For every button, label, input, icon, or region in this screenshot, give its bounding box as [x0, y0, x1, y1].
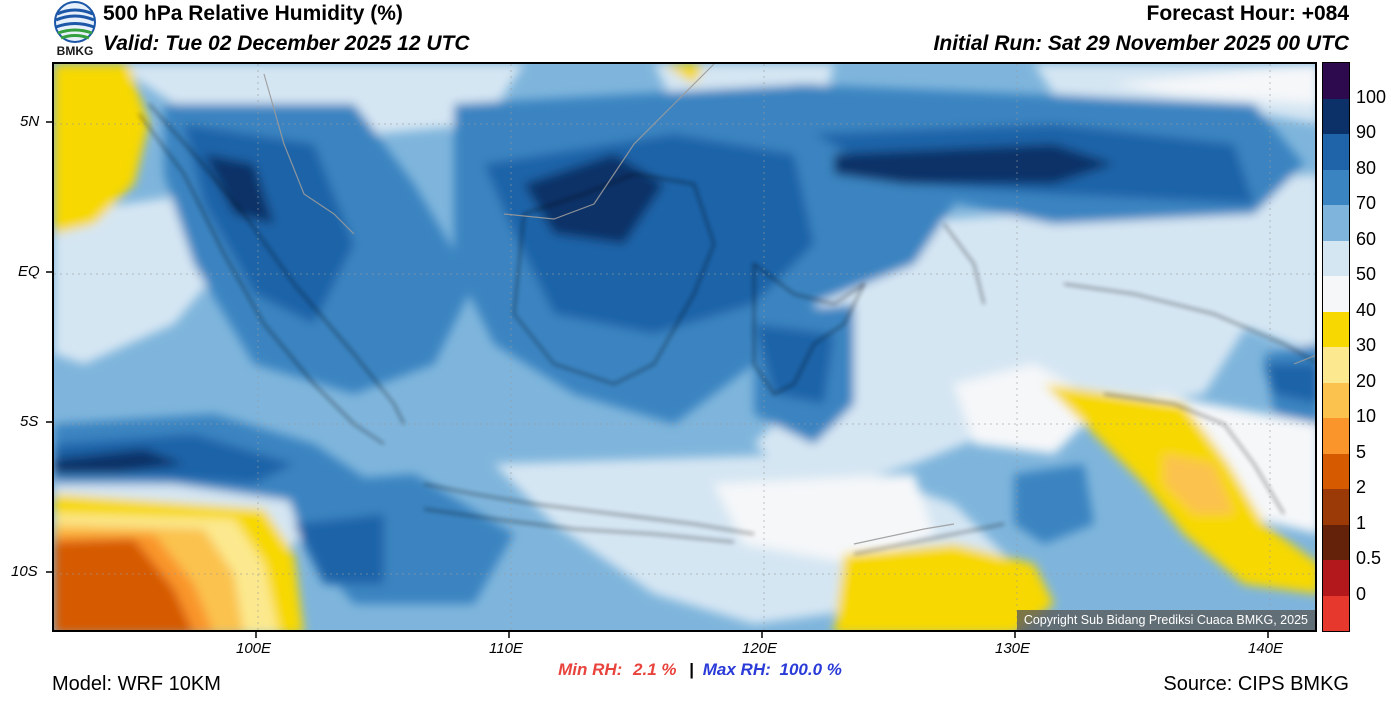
colorbar-segment: [1323, 169, 1349, 205]
lon-label-100e: 100E: [236, 640, 272, 657]
source-label: Source: CIPS BMKG: [1163, 673, 1349, 695]
colorbar-segment: [1323, 311, 1349, 347]
colorbar-label: 0: [1356, 583, 1367, 604]
colorbar-label: 80: [1356, 157, 1377, 178]
initial-run: Initial Run: Sat 29 November 2025 00 UTC: [933, 32, 1349, 55]
humidity-map: Copyright Sub Bidang Prediksi Cuaca BMKG…: [52, 62, 1317, 632]
colorbar-label: 50: [1356, 264, 1377, 284]
lat-label-10s: 10S: [11, 563, 38, 580]
colorbar-label: 90: [1356, 122, 1377, 142]
logo-text: BMKG: [56, 44, 94, 58]
colorbar-segment: [1323, 524, 1349, 560]
max-rh-label: Max RH:: [702, 660, 771, 679]
colorbar-label: 2: [1356, 477, 1367, 497]
colorbar-segment: [1323, 276, 1349, 312]
bmkg-logo: BMKG: [52, 0, 98, 60]
colorbar-label: 20: [1356, 370, 1377, 391]
model-label: Model: WRF 10KM: [52, 673, 221, 695]
copyright-notice: Copyright Sub Bidang Prediksi Cuaca BMKG…: [1016, 610, 1315, 630]
colorbar-label: 100: [1356, 86, 1387, 107]
colorbar-label: 70: [1356, 193, 1377, 213]
colorbar-label: 30: [1356, 335, 1377, 355]
colorbar-segment: [1323, 134, 1349, 170]
colorbar-label: 40: [1356, 299, 1377, 320]
colorbar-segment: [1323, 382, 1349, 418]
lon-label-110e: 110E: [489, 640, 523, 657]
forecast-hour: Forecast Hour: +084: [1146, 2, 1350, 25]
lat-label-5n: 5N: [20, 113, 40, 130]
colorbar-segment: [1323, 98, 1349, 134]
colorbar-label: 10: [1356, 406, 1377, 426]
colorbar-segment: [1323, 453, 1349, 489]
colorbar-segment: [1323, 489, 1349, 525]
colorbar-label: 60: [1356, 228, 1377, 249]
colorbar-label: 0.5: [1356, 548, 1382, 568]
lon-label-130e: 130E: [995, 640, 1031, 657]
colorbar-segment: [1323, 418, 1349, 454]
colorbar-segment: [1323, 205, 1349, 241]
rh-stats: Min RH: 2.1 % | Max RH: 100.0 %: [0, 660, 1400, 680]
colorbar-segment: [1323, 560, 1349, 596]
min-rh-label: Min RH:: [558, 660, 623, 679]
min-rh-value: 2.1 %: [633, 660, 677, 679]
colorbar-segment: [1323, 240, 1349, 276]
humidity-field: [54, 64, 1315, 630]
colorbar: [1322, 62, 1350, 632]
colorbar-segment: [1323, 347, 1349, 383]
colorbar-segment: [1323, 595, 1349, 631]
lon-label-140e: 140E: [1248, 640, 1284, 657]
colorbar-segment: [1323, 63, 1349, 99]
colorbar-labels: 100 90 80 70 60 50 40 30 20 10 5 2 1 0.5 0: [1356, 62, 1400, 632]
max-rh-value: 100.0 %: [779, 660, 842, 679]
lat-label-5s: 5S: [20, 413, 39, 430]
bmkg-logo-icon: [54, 1, 96, 43]
lon-label-120e: 120E: [742, 640, 778, 657]
colorbar-label: 1: [1356, 512, 1367, 533]
valid-time: Valid: Tue 02 December 2025 12 UTC: [103, 32, 470, 55]
chart-title: 500 hPa Relative Humidity (%): [103, 2, 403, 25]
lat-label-eq: EQ: [18, 263, 40, 280]
stats-separator: |: [689, 660, 695, 679]
colorbar-label: 5: [1356, 441, 1367, 462]
